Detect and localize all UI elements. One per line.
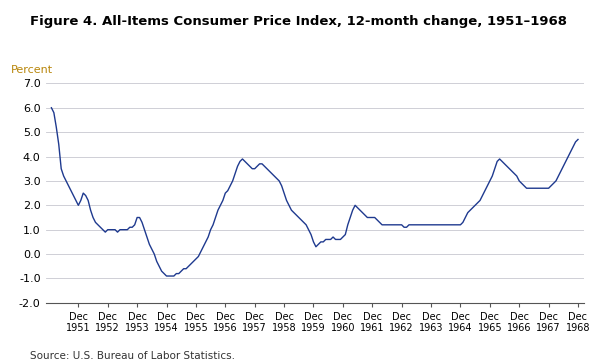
Text: Source: U.S. Bureau of Labor Statistics.: Source: U.S. Bureau of Labor Statistics. — [30, 351, 235, 361]
Text: Percent: Percent — [10, 65, 53, 74]
Text: Figure 4. All-Items Consumer Price Index, 12-month change, 1951–1968: Figure 4. All-Items Consumer Price Index… — [30, 15, 567, 28]
